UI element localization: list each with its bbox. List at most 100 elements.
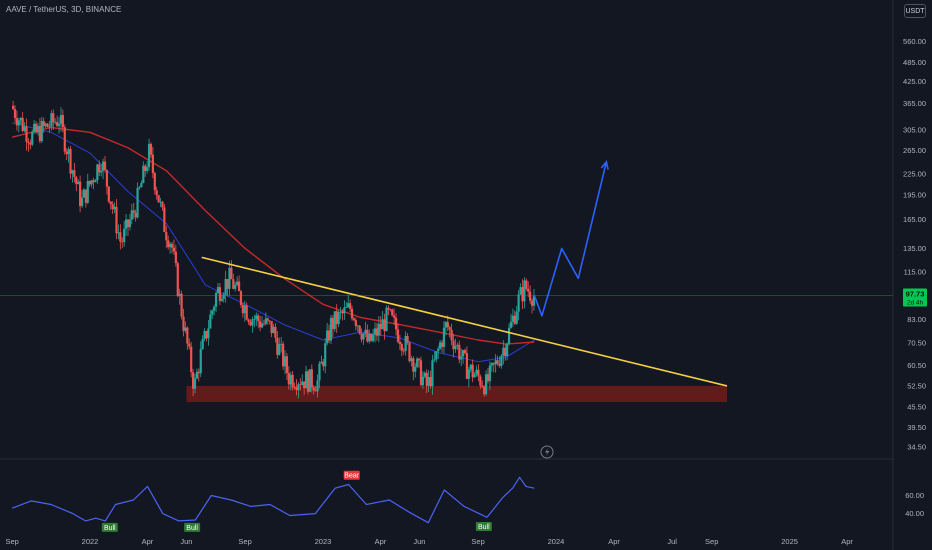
candle-body bbox=[366, 329, 369, 342]
candle-body bbox=[521, 287, 524, 302]
candle-body bbox=[224, 279, 227, 295]
candle-body bbox=[370, 333, 373, 341]
price-tick-label: 83.00 bbox=[907, 315, 926, 324]
candle-body bbox=[337, 312, 340, 325]
rsi-layer: Bull Bull Bear Bull bbox=[11, 470, 535, 532]
candle-body bbox=[146, 167, 149, 172]
candle-body bbox=[437, 348, 440, 352]
candle-body bbox=[11, 105, 15, 110]
candle-body bbox=[109, 201, 112, 205]
candle-body bbox=[389, 309, 392, 311]
candle-body bbox=[381, 319, 384, 330]
candle-body bbox=[417, 358, 421, 361]
candle-body bbox=[184, 327, 187, 331]
candle-body bbox=[170, 243, 174, 248]
candle-body bbox=[264, 318, 267, 324]
price-tick-label: 115.00 bbox=[904, 267, 926, 276]
time-tick-label: Sep bbox=[705, 537, 718, 546]
candle-body bbox=[362, 333, 365, 340]
price-tick-label: 60.50 bbox=[907, 361, 926, 370]
candle-body bbox=[23, 126, 26, 131]
candle-body bbox=[530, 300, 534, 306]
candle-body bbox=[80, 197, 84, 207]
candle-body bbox=[193, 378, 197, 389]
candle-body bbox=[393, 315, 396, 318]
candle-body bbox=[303, 381, 306, 389]
candle-body bbox=[216, 287, 220, 294]
time-tick-label: Jul bbox=[667, 537, 677, 546]
time-tick-label: 2022 bbox=[82, 537, 99, 546]
candle-body bbox=[71, 170, 74, 174]
time-tick-label: Sep bbox=[5, 537, 18, 546]
candle-body bbox=[341, 311, 344, 314]
candle-body bbox=[113, 206, 116, 210]
candle-body bbox=[117, 232, 120, 234]
lightning-icon[interactable] bbox=[545, 448, 550, 456]
candle-body bbox=[519, 287, 522, 295]
candle-body bbox=[483, 386, 486, 395]
candle-body bbox=[57, 123, 61, 126]
candle-body bbox=[511, 315, 514, 322]
candle-body bbox=[268, 320, 271, 322]
candle-body bbox=[182, 316, 185, 331]
price-tick-label: 425.00 bbox=[903, 77, 926, 86]
candle-body bbox=[529, 291, 532, 301]
candle-body bbox=[214, 293, 218, 307]
candle-body bbox=[490, 363, 493, 366]
candle-body bbox=[92, 180, 95, 183]
candle-body bbox=[211, 310, 214, 315]
rsi-line bbox=[11, 476, 535, 524]
candle-body bbox=[333, 311, 336, 329]
candle-body bbox=[343, 307, 346, 314]
candle-body bbox=[398, 341, 402, 345]
moving-average-slow bbox=[11, 126, 535, 345]
candle-body bbox=[404, 335, 407, 351]
candle-body bbox=[310, 369, 313, 388]
candle-body bbox=[502, 347, 505, 356]
candle-body bbox=[299, 384, 302, 386]
candle-body bbox=[82, 189, 86, 198]
candle-body bbox=[488, 365, 492, 382]
candle-body bbox=[515, 311, 518, 324]
price-tick-label: 195.00 bbox=[903, 190, 926, 199]
candle-body bbox=[69, 149, 72, 174]
candle-body bbox=[63, 127, 66, 152]
candle-body bbox=[509, 321, 513, 328]
candle-body bbox=[347, 303, 350, 308]
candle-body bbox=[387, 307, 390, 310]
time-axis[interactable]: Sep 2022 Apr Jun Sep 2023 Apr Jun Sep 2024 Apr Jul S… bbox=[5, 537, 853, 546]
candle-body bbox=[241, 304, 244, 314]
candle-body bbox=[130, 210, 133, 220]
price-axis[interactable]: 560.00 485.00 425.00 365.00 305.00 265.00 225.… bbox=[903, 37, 926, 518]
candle-body bbox=[61, 115, 64, 128]
candle-body bbox=[29, 143, 32, 145]
candle-body bbox=[461, 350, 465, 357]
candle-body bbox=[157, 195, 160, 203]
candle-body bbox=[52, 113, 55, 123]
candle-body bbox=[356, 325, 359, 327]
candle-body bbox=[527, 288, 530, 292]
rsi-signal-label: Bear bbox=[344, 473, 359, 480]
candle-body bbox=[486, 374, 490, 382]
candle-body bbox=[316, 380, 319, 392]
candle-body bbox=[421, 376, 424, 386]
candle-body bbox=[144, 165, 147, 172]
rsi-tick-label: 40.00 bbox=[905, 509, 924, 518]
candle-body bbox=[38, 125, 41, 142]
time-tick-label: 2025 bbox=[781, 537, 798, 546]
candle-body bbox=[513, 315, 516, 324]
candle-body bbox=[423, 372, 426, 377]
candle-body bbox=[416, 358, 419, 367]
candle-body bbox=[17, 120, 20, 126]
candle-body bbox=[396, 329, 400, 342]
currency-button[interactable]: USDT bbox=[904, 4, 926, 18]
candle-body bbox=[201, 339, 204, 350]
candle-body bbox=[435, 351, 438, 360]
candle-body bbox=[439, 342, 442, 349]
support-zone-layer bbox=[186, 385, 728, 403]
candle-body bbox=[124, 219, 128, 229]
price-tick-label: 560.00 bbox=[903, 37, 926, 46]
candle-body bbox=[402, 350, 405, 352]
